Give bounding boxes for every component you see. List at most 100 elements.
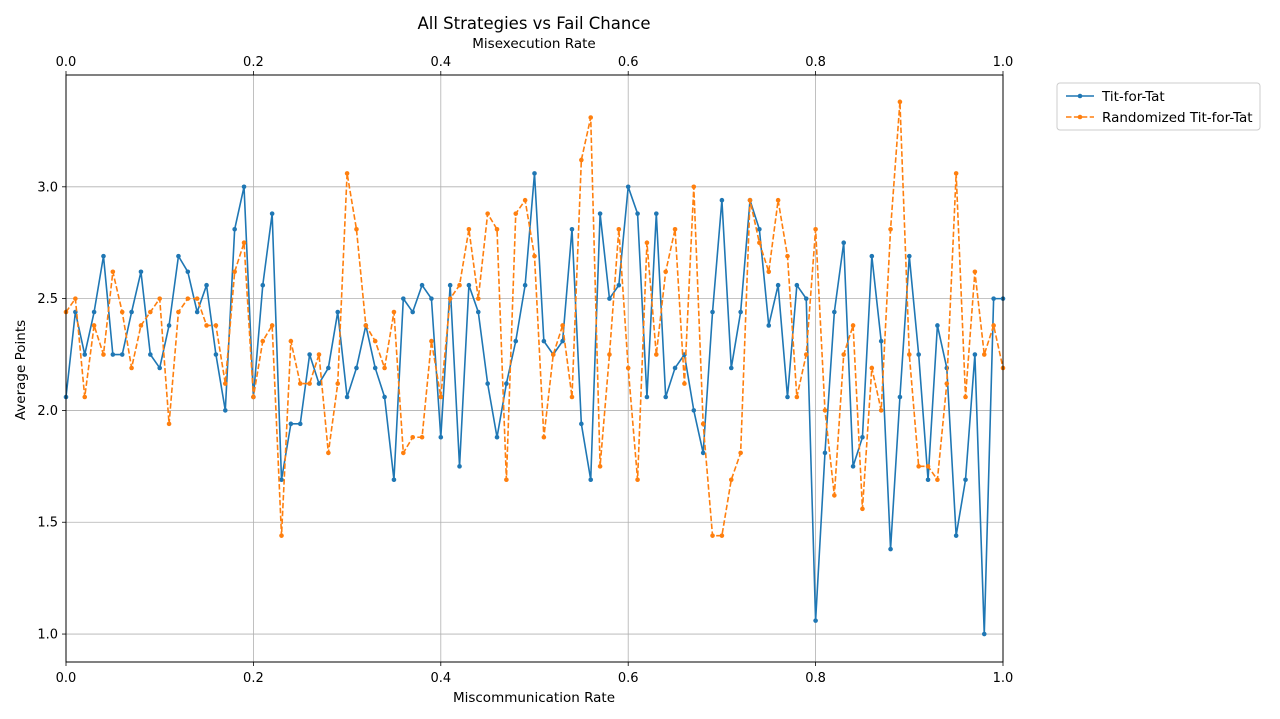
data-point-tit-for-tat [241,184,247,190]
data-point-tit-for-tat [185,269,191,275]
legend-label-randomized-tit-for-tat: Randomized Tit-for-Tat [1102,110,1253,126]
data-point-randomized-tit-for-tat [522,197,528,203]
data-point-tit-for-tat [222,408,228,413]
data-point-randomized-tit-for-tat [700,421,706,427]
data-point-randomized-tit-for-tat [429,338,434,344]
data-point-randomized-tit-for-tat [213,323,219,328]
data-point-tit-for-tat [372,365,378,371]
data-point-tit-for-tat [522,282,528,288]
data-point-randomized-tit-for-tat [316,352,322,357]
data-point-tit-for-tat [803,296,809,301]
data-point-randomized-tit-for-tat [728,477,734,483]
data-point-randomized-tit-for-tat [579,157,584,163]
data-point-randomized-tit-for-tat [907,352,912,357]
data-point-tit-for-tat [213,352,219,357]
data-point-tit-for-tat [616,282,622,288]
data-point-tit-for-tat [232,227,237,232]
y-tick-label: 1.5 [37,516,58,531]
data-point-tit-for-tat [607,296,612,301]
data-point-randomized-tit-for-tat [794,394,800,400]
data-point-tit-for-tat [260,282,266,288]
data-point-randomized-tit-for-tat [326,450,331,456]
data-point-randomized-tit-for-tat [447,296,453,301]
data-point-randomized-tit-for-tat [766,269,772,275]
data-point-tit-for-tat [672,365,678,371]
data-point-randomized-tit-for-tat [607,352,612,357]
data-point-tit-for-tat [419,282,425,288]
data-point-randomized-tit-for-tat [91,323,97,328]
data-point-randomized-tit-for-tat [757,240,762,246]
data-point-tit-for-tat [532,171,537,176]
data-point-randomized-tit-for-tat [485,211,490,216]
data-point-tit-for-tat [297,421,303,427]
data-point-tit-for-tat [401,296,406,301]
data-point-tit-for-tat [569,227,575,232]
data-point-tit-for-tat [925,477,931,483]
data-point-tit-for-tat [888,546,893,552]
data-point-tit-for-tat [382,394,387,400]
y-tick-label: 2.0 [37,404,58,419]
data-point-randomized-tit-for-tat [841,352,847,357]
data-point-randomized-tit-for-tat [419,434,425,440]
data-point-tit-for-tat [981,631,987,637]
chart-title: All Strategies vs Fail Chance [417,14,650,33]
data-point-randomized-tit-for-tat [438,394,444,400]
data-point-tit-for-tat [148,352,153,357]
data-point-randomized-tit-for-tat [644,240,650,246]
plot-series [63,99,1006,637]
data-point-tit-for-tat [541,338,547,344]
data-point-randomized-tit-for-tat [719,533,725,538]
y-axis-label: Average Points [13,320,29,420]
data-point-randomized-tit-for-tat [944,381,950,386]
series-tit-for-tat [63,171,1006,637]
data-point-randomized-tit-for-tat [166,421,172,427]
data-point-randomized-tit-for-tat [560,323,565,328]
bottom-x-tick-label: 0.4 [430,671,451,686]
data-point-tit-for-tat [841,240,847,246]
data-point-randomized-tit-for-tat [785,253,790,259]
data-point-randomized-tit-for-tat [953,171,959,176]
data-point-tit-for-tat [288,421,294,427]
data-point-randomized-tit-for-tat [176,309,181,315]
data-point-randomized-tit-for-tat [832,493,837,498]
data-point-tit-for-tat [513,338,519,344]
data-point-tit-for-tat [719,197,725,203]
data-point-tit-for-tat [344,394,350,400]
data-point-tit-for-tat [710,309,715,315]
data-point-tit-for-tat [438,434,444,440]
data-point-randomized-tit-for-tat [747,197,753,203]
data-point-randomized-tit-for-tat [672,227,678,232]
data-point-tit-for-tat [991,296,996,301]
data-point-randomized-tit-for-tat [925,464,931,469]
data-point-randomized-tit-for-tat [972,269,978,275]
data-point-randomized-tit-for-tat [363,323,369,328]
data-point-tit-for-tat [176,253,181,259]
data-point-tit-for-tat [728,365,734,371]
data-point-tit-for-tat [878,338,884,344]
plot-frame [65,74,1004,663]
data-point-randomized-tit-for-tat [204,323,209,328]
data-point-tit-for-tat [466,282,472,288]
data-point-randomized-tit-for-tat [850,323,856,328]
legend-box [1056,82,1261,131]
data-point-randomized-tit-for-tat [119,309,125,315]
data-point-tit-for-tat [691,408,697,413]
data-point-randomized-tit-for-tat [504,477,509,483]
data-point-tit-for-tat [700,450,706,456]
data-point-randomized-tit-for-tat [963,394,968,400]
data-point-tit-for-tat [757,227,762,232]
series-line-tit-for-tat [65,172,1003,635]
bottom-x-tick-label: 0.2 [243,671,264,686]
data-point-randomized-tit-for-tat [344,171,350,176]
data-point-tit-for-tat [625,184,631,190]
series-line-randomized-tit-for-tat [65,101,1004,537]
data-point-tit-for-tat [494,434,500,440]
top-x-axis-label: Misexecution Rate [472,36,595,52]
top-x-tick-label: 1.0 [993,55,1014,70]
data-point-randomized-tit-for-tat [148,309,153,315]
data-point-randomized-tit-for-tat [541,434,547,440]
data-point-randomized-tit-for-tat [232,269,237,275]
data-point-tit-for-tat [963,477,968,483]
data-point-tit-for-tat [485,381,490,386]
data-point-randomized-tit-for-tat [475,296,481,301]
